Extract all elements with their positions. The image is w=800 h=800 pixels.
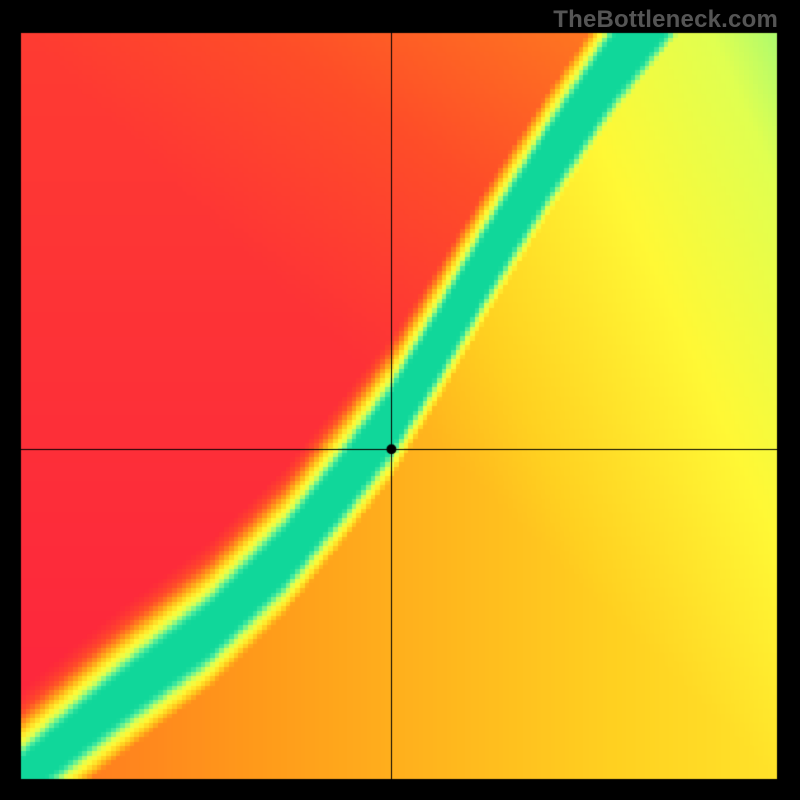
watermark-text: TheBottleneck.com — [553, 6, 778, 34]
bottleneck-heatmap-canvas — [0, 0, 800, 800]
heatmap-container: TheBottleneck.com — [0, 0, 800, 800]
